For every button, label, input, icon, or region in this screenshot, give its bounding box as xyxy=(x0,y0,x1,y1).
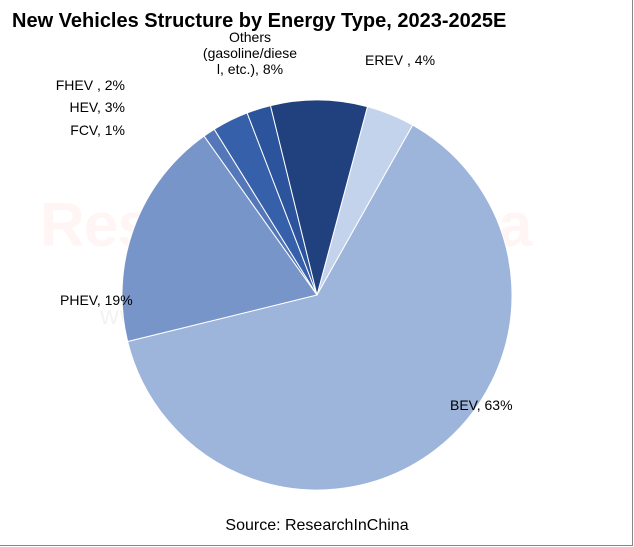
chart-source: Source: ResearchInChina xyxy=(0,517,634,535)
slice-label: PHEV, 19% xyxy=(60,292,133,308)
slice-label: FCV, 1% xyxy=(70,122,125,138)
slice-label: Others(gasoline/diesel, etc.), 8% xyxy=(203,29,297,77)
pie-chart: EREV , 4% BEV, 63% PHEV, 19% FCV, 1% HEV, 3%… xyxy=(0,0,634,547)
slice-label: BEV, 63% xyxy=(450,397,513,413)
slice-label: HEV, 3% xyxy=(69,99,125,115)
slice-label: FHEV , 2% xyxy=(56,77,125,93)
slice-label: EREV , 4% xyxy=(365,52,435,68)
